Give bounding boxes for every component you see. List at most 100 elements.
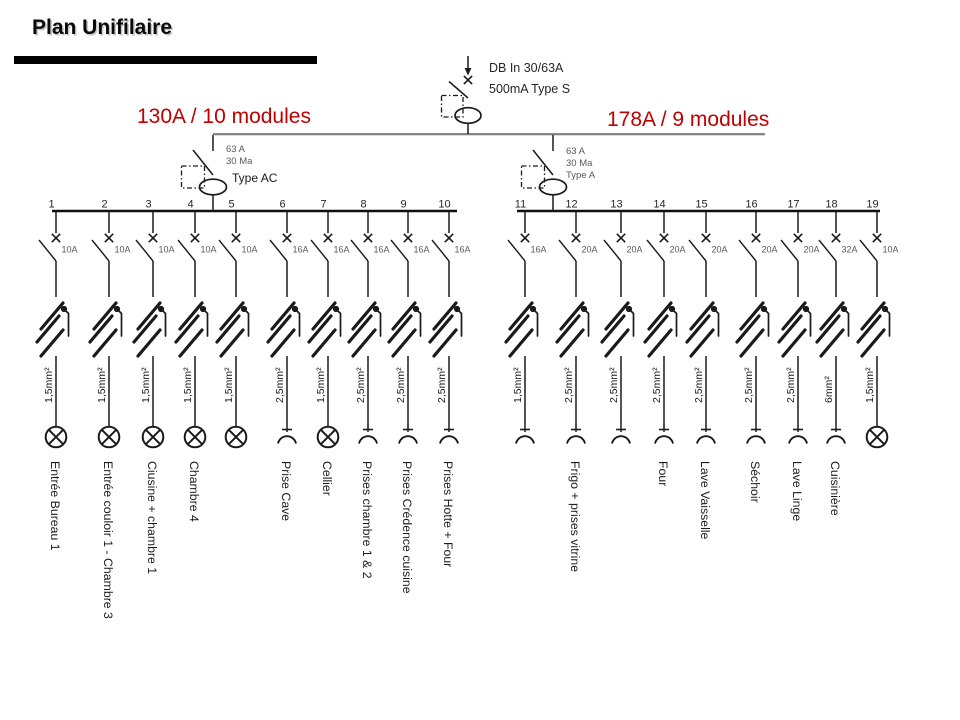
circuit: 19 10A 1,5mm²: [856, 199, 899, 449]
cable-conductors-icon: [215, 301, 250, 358]
load-label: Prise Cave: [279, 461, 293, 521]
cable-conductors-icon: [504, 301, 539, 358]
breaker-blade: [38, 239, 57, 262]
lamp-icon: [97, 425, 121, 449]
socket-icon: [788, 428, 808, 444]
breaker-rating: 16A: [414, 245, 430, 255]
circuit-number: 17: [787, 199, 799, 211]
breaker-rating: 20A: [670, 245, 686, 255]
breaker-contact-icon: [444, 233, 454, 243]
breaker-blade: [310, 239, 329, 262]
wire-section-label: 1,5mm²: [96, 367, 108, 403]
lamp-icon: [224, 425, 248, 449]
circuit-number: 15: [695, 199, 707, 211]
linkage-box-icon: [440, 94, 464, 118]
circuit: 4 10A 1,5mm² Chambre 4: [174, 199, 217, 522]
arrow-down-icon: [464, 68, 472, 76]
circuit-number: 6: [279, 199, 285, 211]
circuit: 12 20A 2,5mm² Frigo + prises vitrine: [555, 199, 598, 572]
load-label: Lave Vaisselle: [698, 461, 712, 540]
breaker-rating: 20A: [582, 245, 598, 255]
differential-1-type: Type AC: [232, 171, 278, 185]
circuit-number: 7: [320, 199, 326, 211]
breaker-blade: [558, 239, 577, 262]
differential-coil-icon: [198, 178, 228, 196]
differential-1-rating: 63 A: [226, 144, 246, 155]
socket-icon: [358, 428, 378, 444]
circuit: 10 16A 2,5mm² Prises Hotte + Four: [428, 199, 471, 567]
differential-breaker-symbol: [520, 135, 568, 211]
circuit: 8 16A 2,5mm² Prises chambre 1 & 2: [347, 199, 390, 579]
breaker-blade: [177, 239, 196, 262]
circuit-number: 12: [565, 199, 577, 211]
group-1-title: 130A / 10 modules: [137, 105, 311, 128]
circuit: 1 10A 1,5mm² Entrée Bureau 1: [35, 199, 78, 551]
breaker-contact-icon: [520, 233, 530, 243]
lamp-icon: [183, 425, 207, 449]
wire-section-label: 1,5mm²: [182, 367, 194, 403]
wire-section-label: 1,5mm²: [43, 367, 55, 403]
breaker-contact-icon: [148, 233, 158, 243]
breaker-blade: [218, 239, 237, 262]
circuit-number: 18: [825, 199, 837, 211]
cable-conductors-icon: [735, 301, 770, 358]
wire-section-label: 6mm²: [823, 376, 835, 403]
breaker-contact-icon: [831, 233, 841, 243]
cable-conductors-icon: [88, 301, 123, 358]
load-label: Four: [656, 461, 670, 486]
cable-conductors-icon: [685, 301, 720, 358]
load-label: Prises Hotte + Four: [441, 461, 455, 567]
socket-icon: [566, 428, 586, 444]
circuit-number: 10: [438, 199, 450, 211]
page-title: Plan Unifilaire: [32, 16, 173, 39]
wire-section-label: 2,5mm²: [785, 367, 797, 403]
wire-section-label: 2,5mm²: [651, 367, 663, 403]
breaker-blade: [269, 239, 288, 262]
breaker-contact-icon: [231, 233, 241, 243]
circuit-number: 8: [360, 199, 366, 211]
circuit: 2 10A 1,5mm² Entrée couloir 1 - Chambre 3: [88, 199, 131, 619]
cable-conductors-icon: [266, 301, 301, 358]
lamp-icon: [44, 425, 68, 449]
wire-section-label: 1,5mm²: [140, 367, 152, 403]
circuit: 5 10A 1,5mm²: [215, 199, 258, 449]
load-label: Prises Crédence cuisine: [400, 461, 414, 594]
circuit: 13 20A 2,5mm²: [600, 199, 643, 444]
main-breaker-rating: DB In 30/63A: [489, 61, 564, 75]
breaker-contact-icon: [403, 233, 413, 243]
circuit: 18 32A 6mm² Cuisinière: [815, 199, 858, 516]
wire-section-label: 1,5mm²: [864, 367, 876, 403]
circuit: 7 16A 1,5mm² Cellier: [307, 199, 350, 496]
breaker-rating: 10A: [242, 245, 258, 255]
circuit: 3 10A 1,5mm² Ciusine + chambre 1: [132, 199, 175, 574]
breaker-blade: [818, 239, 837, 262]
breaker-rating: 20A: [804, 245, 820, 255]
breaker-blade: [603, 239, 622, 262]
breaker-blade: [91, 239, 110, 262]
load-label: Entrée Bureau 1: [48, 461, 62, 551]
breaker-rating: 10A: [159, 245, 175, 255]
wire-section-label: 2,5mm²: [436, 367, 448, 403]
differential-2-type: Type A: [566, 170, 596, 181]
socket-icon: [611, 428, 631, 444]
circuit: 16 20A 2,5mm² Séchoir: [735, 199, 778, 503]
circuit-number: 5: [228, 199, 234, 211]
breaker-contact-icon: [659, 233, 669, 243]
cable-conductors-icon: [132, 301, 167, 358]
wire-section-label: 2,5mm²: [395, 367, 407, 403]
socket-icon: [696, 428, 716, 444]
wire-section-label: 2,5mm²: [355, 367, 367, 403]
circuit-number: 9: [400, 199, 406, 211]
breaker-blade: [507, 239, 526, 262]
circuit-number: 2: [101, 199, 107, 211]
cable-conductors-icon: [174, 301, 209, 358]
main-breaker-sensitivity: 500mA Type S: [489, 82, 571, 96]
breaker-blade: [390, 239, 409, 262]
circuit-number: 1: [48, 199, 54, 211]
load-label: Entrée couloir 1 - Chambre 3: [101, 461, 115, 619]
breaker-blade: [431, 239, 450, 262]
wire-section-label: 2,5mm²: [608, 367, 620, 403]
breaker-rating: 10A: [115, 245, 131, 255]
differential-coil-icon: [454, 106, 482, 125]
